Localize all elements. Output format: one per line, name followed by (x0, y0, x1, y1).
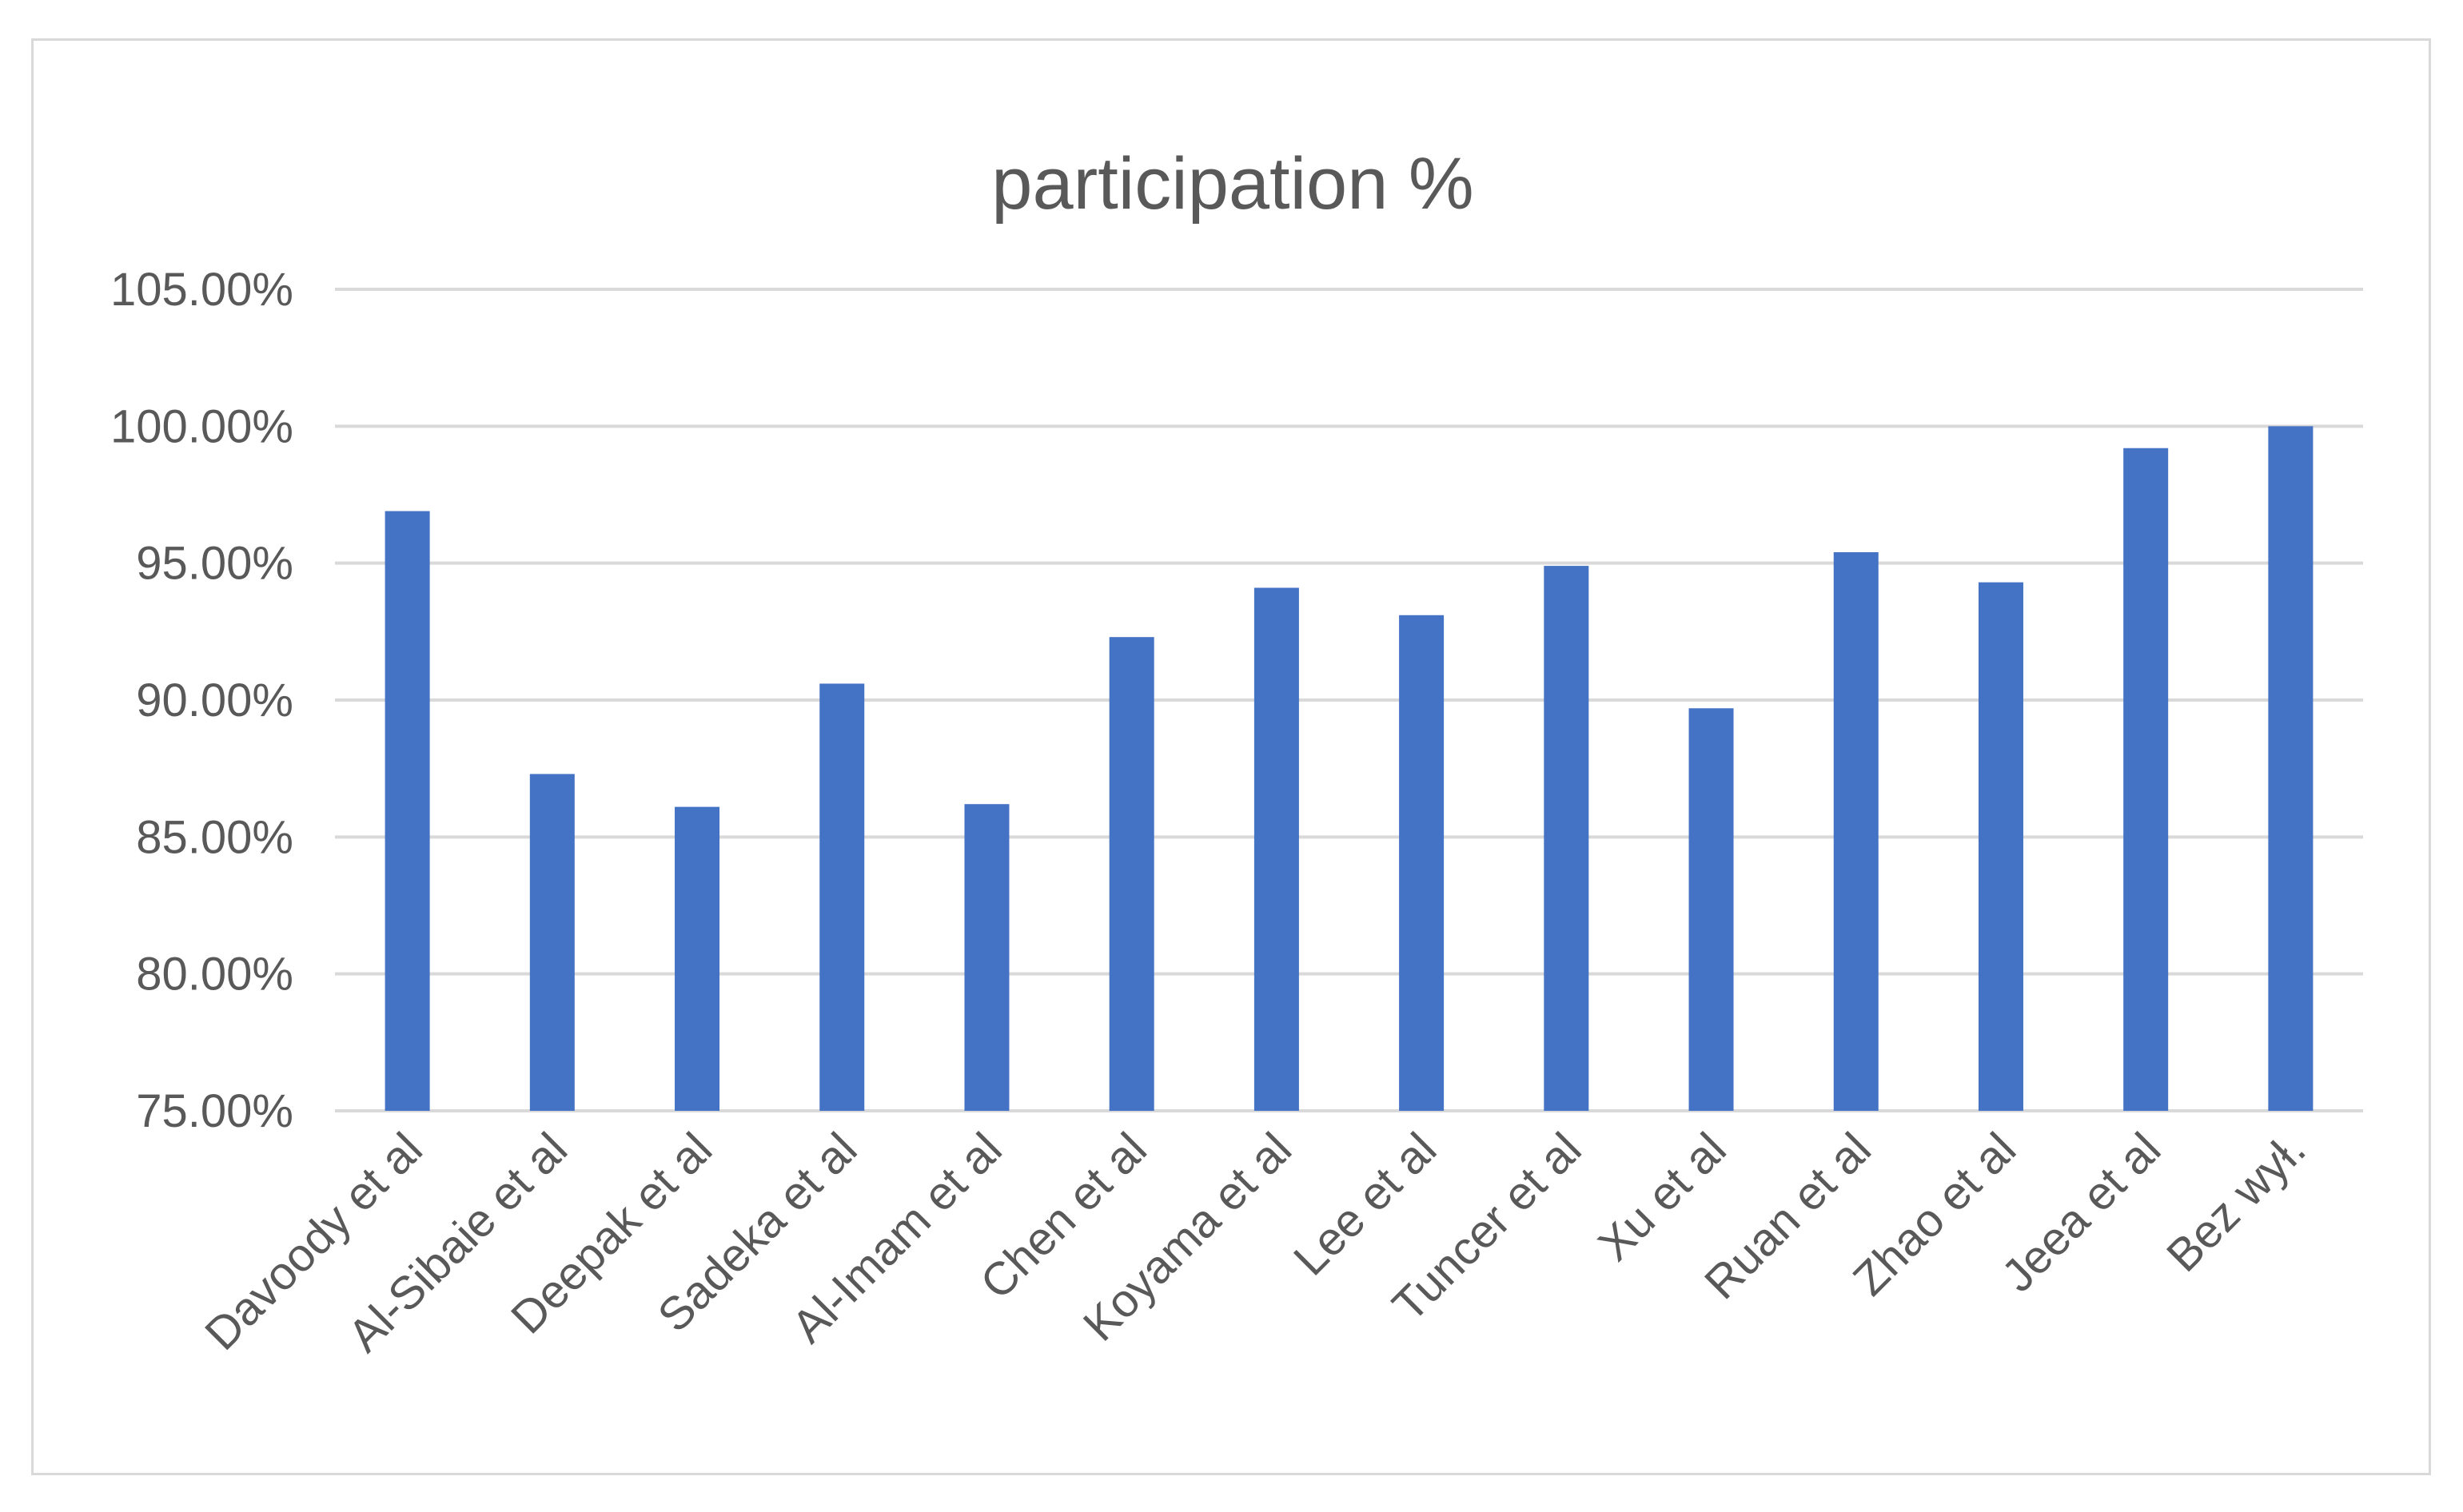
bar (819, 683, 865, 1111)
x-tick-label: Bez wył. (2157, 1123, 2316, 1282)
y-tick-label: 105.00% (110, 264, 293, 316)
bar (1399, 615, 1445, 1111)
bar (1109, 637, 1154, 1111)
bars (385, 426, 2314, 1111)
bar (1253, 587, 1299, 1111)
bar (529, 774, 575, 1111)
x-tick-label: Xu et al (1588, 1123, 1736, 1271)
y-tick-label: 90.00% (136, 674, 293, 726)
y-tick-label: 75.00% (136, 1085, 293, 1137)
y-tick-label: 100.00% (110, 400, 293, 452)
bar (2268, 426, 2314, 1111)
chart-frame: participation % 75.00% 80.00% 85.00% 90.00%… (31, 38, 2431, 1475)
x-tick-label: Jeea et al (1992, 1123, 2171, 1302)
bar (675, 806, 720, 1111)
bar (1833, 551, 1879, 1111)
y-tick-label: 80.00% (136, 949, 293, 1001)
gridlines (335, 288, 2363, 1112)
y-tick-label: 85.00% (136, 811, 293, 863)
bar (2123, 448, 2169, 1111)
bar (1978, 582, 2023, 1111)
bar (1688, 708, 1734, 1111)
bar (385, 511, 430, 1111)
y-tick-label: 95.00% (136, 538, 293, 590)
bar (1544, 566, 1589, 1111)
bar-chart: participation % 75.00% 80.00% 85.00% 90.00%… (110, 143, 2363, 1362)
chart-title: participation % (991, 143, 1473, 225)
y-axis-tick-labels: 75.00% 80.00% 85.00% 90.00% 95.00% 100.00% 105… (110, 264, 293, 1137)
bar (964, 804, 1010, 1111)
